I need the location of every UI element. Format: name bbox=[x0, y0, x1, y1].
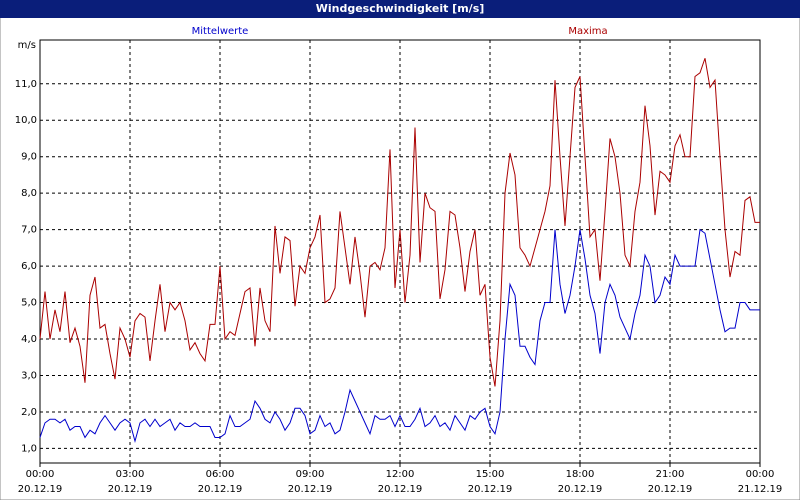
y-tick-label: 9,0 bbox=[21, 152, 37, 163]
x-tick-label: 03:00 bbox=[116, 469, 145, 480]
y-tick-label: 5,0 bbox=[21, 298, 37, 309]
x-tick-label: 09:00 bbox=[296, 469, 325, 480]
data-line bbox=[39, 58, 760, 387]
x-tick-date: 20.12.19 bbox=[198, 484, 243, 495]
x-tick-date: 20.12.19 bbox=[18, 484, 63, 495]
y-tick-label: 6,0 bbox=[21, 261, 37, 272]
x-tick-label: 18:00 bbox=[566, 469, 595, 480]
x-tick-label: 15:00 bbox=[476, 469, 505, 480]
x-tick-label: 21:00 bbox=[656, 469, 685, 480]
x-tick-date: 20.12.19 bbox=[648, 484, 693, 495]
x-tick-date: 20.12.19 bbox=[288, 484, 333, 495]
y-tick-label: 3,0 bbox=[21, 370, 37, 381]
y-tick-label: 1,0 bbox=[21, 443, 37, 454]
chart-title: Windgeschwindigkeit [m/s] bbox=[316, 2, 485, 15]
x-tick-date: 21.12.19 bbox=[738, 484, 783, 495]
legend-label: Mittelwerte bbox=[192, 26, 249, 37]
x-tick-date: 20.12.19 bbox=[558, 484, 603, 495]
data-line bbox=[39, 228, 760, 444]
y-tick-label: 2,0 bbox=[21, 407, 37, 418]
x-tick-label: 00:00 bbox=[26, 469, 55, 480]
y-tick-label: 10,0 bbox=[15, 115, 37, 126]
y-tick-label: 4,0 bbox=[21, 334, 37, 345]
x-tick-date: 20.12.19 bbox=[468, 484, 513, 495]
y-tick-label: 8,0 bbox=[21, 188, 37, 199]
y-tick-label: 11,0 bbox=[15, 79, 37, 90]
legend-label: Maxima bbox=[568, 26, 607, 37]
title-bar bbox=[0, 0, 800, 18]
x-tick-date: 20.12.19 bbox=[378, 484, 423, 495]
x-tick-label: 00:00 bbox=[746, 469, 775, 480]
y-tick-label: 7,0 bbox=[21, 225, 37, 236]
y-axis-label: m/s bbox=[18, 40, 36, 51]
x-tick-label: 06:00 bbox=[206, 469, 235, 480]
x-tick-date: 20.12.19 bbox=[108, 484, 153, 495]
x-tick-label: 12:00 bbox=[386, 469, 415, 480]
